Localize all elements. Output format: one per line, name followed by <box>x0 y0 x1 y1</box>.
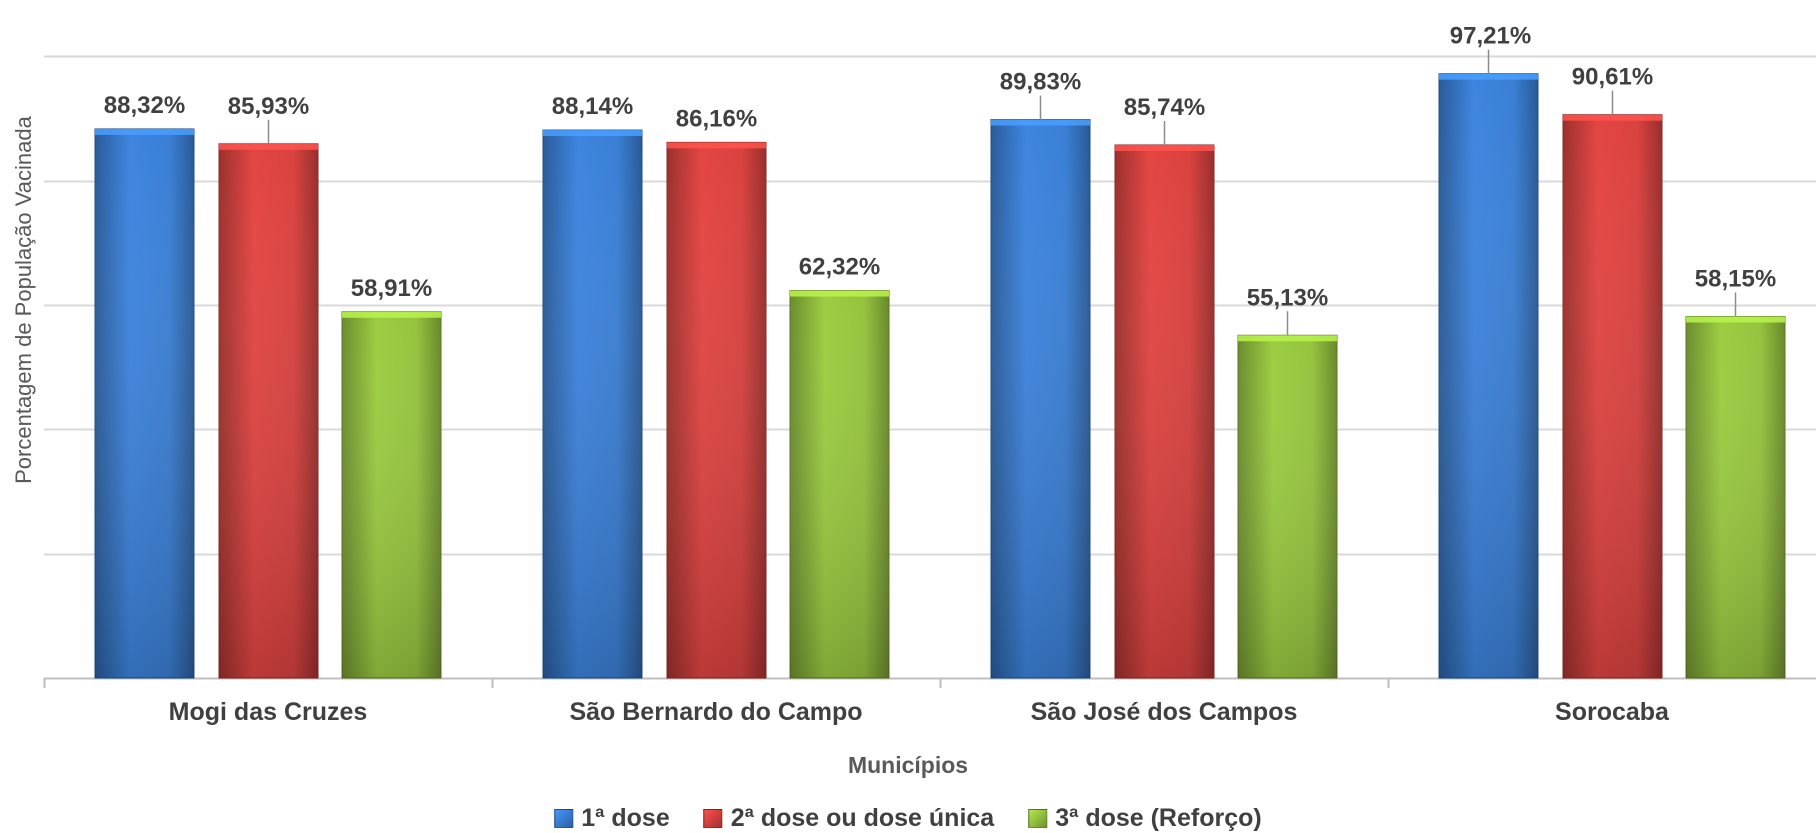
bar-top <box>991 119 1090 126</box>
data-label-1-4: 97,21% <box>1450 23 1531 50</box>
bar-2-1 <box>218 143 319 679</box>
data-label-1-3: 89,83% <box>1000 69 1081 96</box>
category-label-1: Mogi das Cruzes <box>169 698 368 726</box>
bar-2-2 <box>666 141 767 679</box>
bar-3-2 <box>789 290 890 679</box>
bar-top <box>95 128 194 135</box>
legend-item-series-2: 2ª dose ou dose única <box>703 804 995 833</box>
bar-shade <box>219 143 318 678</box>
bar-top <box>543 130 642 137</box>
bar-shade <box>95 128 194 678</box>
bar-shade <box>342 311 441 678</box>
bar-top <box>790 290 889 297</box>
bar-1-1 <box>94 128 195 679</box>
bars <box>94 73 1786 679</box>
legend-label-series-3: 3ª dose (Reforço) <box>1055 804 1262 832</box>
bar-top <box>1686 316 1785 323</box>
bar-top <box>1563 114 1662 121</box>
data-label-2-4: 90,61% <box>1572 64 1653 91</box>
data-label-2-2: 86,16% <box>676 105 757 132</box>
data-label-3-2: 62,32% <box>799 254 880 281</box>
x-axis-label: Municípios <box>847 752 969 778</box>
bar-1-4 <box>1438 73 1539 679</box>
bar-top <box>667 142 766 149</box>
legend: 1ª dose 2ª dose ou dose única 3ª dose (R… <box>554 804 1262 833</box>
bar-shade <box>543 130 642 678</box>
bar-top <box>219 143 318 150</box>
bar-2-4 <box>1562 114 1663 679</box>
data-label-1-2: 88,14% <box>552 93 633 120</box>
bar-top <box>1238 335 1337 342</box>
data-label-3-4: 58,15% <box>1695 265 1776 292</box>
bar-3-4 <box>1685 315 1786 679</box>
bar-shade <box>1238 335 1337 678</box>
legend-swatch-series-2 <box>703 809 723 828</box>
data-label-2-3: 85,74% <box>1124 94 1205 121</box>
data-label-3-3: 55,13% <box>1247 284 1328 311</box>
category-label-4: Sorocaba <box>1555 698 1670 726</box>
category-label-2: São Bernardo do Campo <box>569 698 862 726</box>
bar-top <box>1115 144 1214 151</box>
legend-swatch-series-1 <box>554 809 574 828</box>
legend-label-series-1: 1ª dose <box>581 804 670 832</box>
bar-shade <box>1115 144 1214 679</box>
bar-shade <box>1686 316 1785 678</box>
category-label-3: São José dos Campos <box>1031 698 1298 726</box>
legend-item-series-1: 1ª dose <box>554 804 670 833</box>
bar-3-1 <box>341 311 442 679</box>
bar-2-3 <box>1114 144 1215 679</box>
data-label-1-1: 88,32% <box>104 92 185 119</box>
bar-shade <box>1439 73 1538 678</box>
legend-swatch-series-3 <box>1028 809 1048 828</box>
legend-item-series-3: 3ª dose (Reforço) <box>1028 804 1262 833</box>
bar-shade <box>991 119 1090 679</box>
bar-shade <box>790 290 889 678</box>
data-labels: 88,32% 85,93% 58,91% 88,14% 86,16% 62,32% 89,8… <box>104 23 1776 336</box>
bar-shade <box>667 142 766 678</box>
y-axis-label: Porcentagem de População Vacinada <box>11 116 36 484</box>
data-label-2-1: 85,93% <box>228 93 309 120</box>
bar-3-3 <box>1237 334 1338 679</box>
bar-shade <box>1563 114 1662 679</box>
legend-label-series-2: 2ª dose ou dose única <box>730 804 995 832</box>
bar-1-3 <box>990 119 1091 679</box>
bar-top <box>342 311 441 318</box>
bar-top <box>1439 73 1538 80</box>
data-label-3-1: 58,91% <box>351 275 432 302</box>
bar-1-2 <box>542 129 643 679</box>
